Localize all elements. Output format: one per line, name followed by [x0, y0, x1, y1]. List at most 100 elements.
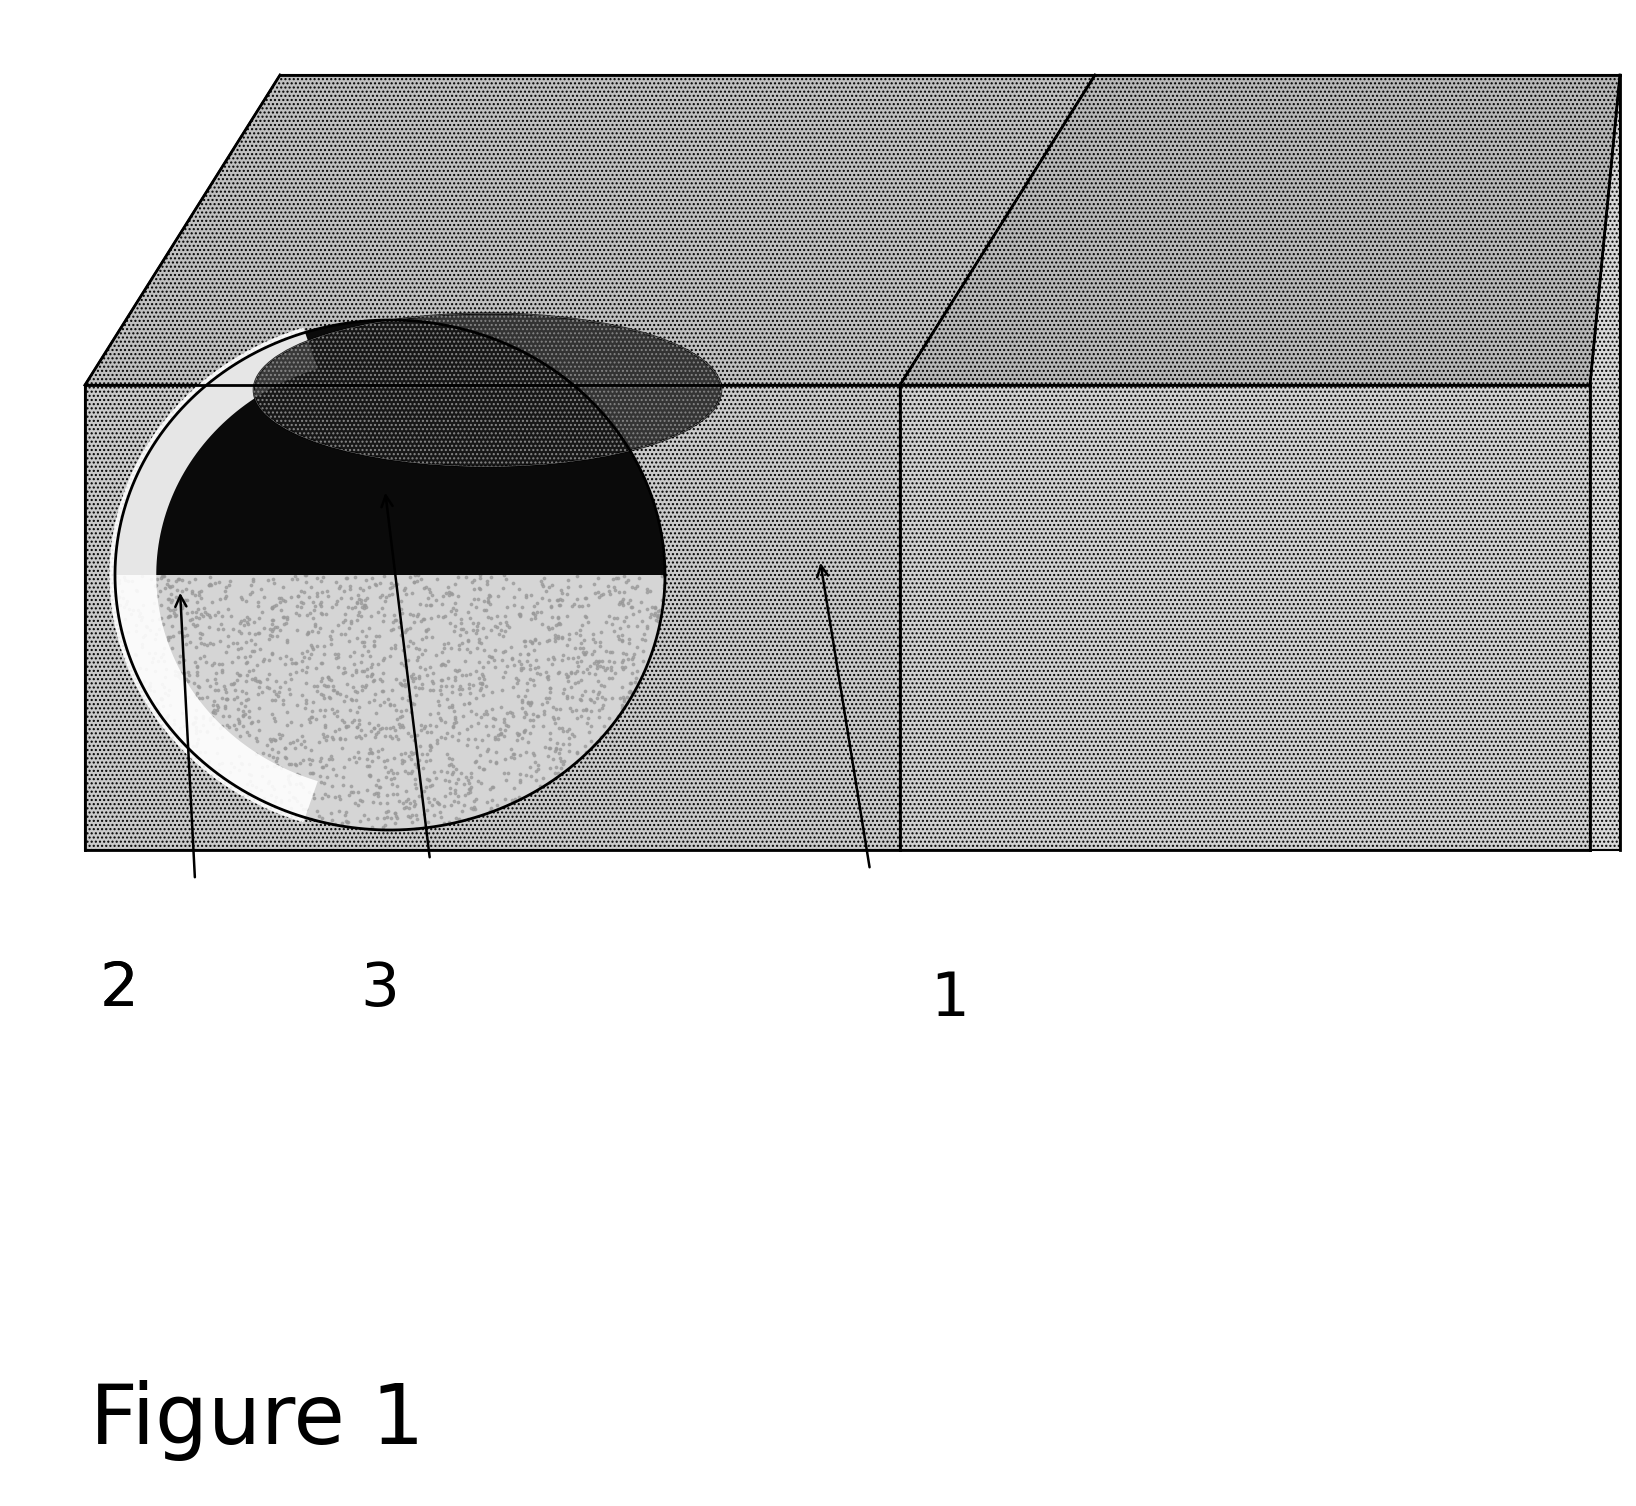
Point [291, 696, 317, 720]
Point [106, 586, 133, 610]
Point [440, 755, 466, 779]
Point [424, 604, 450, 628]
Point [219, 631, 245, 655]
Point [227, 620, 254, 645]
Point [347, 789, 373, 813]
Point [224, 697, 250, 721]
Point [339, 688, 365, 712]
Point [162, 664, 188, 688]
Point [326, 655, 352, 679]
Point [573, 733, 599, 758]
Point [258, 595, 285, 619]
Point [470, 758, 496, 782]
Point [227, 724, 254, 748]
Point [308, 697, 334, 721]
Point [622, 670, 648, 694]
Point [345, 792, 371, 816]
Point [625, 636, 651, 660]
Point [360, 630, 386, 654]
Point [245, 709, 272, 733]
Point [147, 580, 173, 604]
Point [204, 617, 231, 642]
Point [456, 691, 483, 715]
Point [569, 684, 596, 708]
Point [327, 574, 353, 598]
Point [389, 750, 416, 774]
Point [591, 675, 617, 699]
Point [214, 687, 240, 711]
Point [370, 679, 396, 703]
Point [404, 648, 430, 672]
Point [468, 631, 494, 655]
Point [474, 605, 501, 630]
Point [412, 617, 438, 642]
Point [352, 630, 378, 654]
Point [371, 646, 398, 670]
Point [286, 750, 312, 774]
Point [288, 595, 314, 619]
Point [124, 598, 151, 622]
Point [224, 669, 250, 693]
Point [258, 702, 285, 726]
Point [139, 651, 165, 675]
Point [463, 619, 489, 643]
Point [162, 569, 188, 593]
Point [512, 628, 538, 652]
Point [188, 602, 214, 626]
Point [182, 709, 208, 733]
Point [316, 685, 342, 709]
Point [260, 642, 286, 666]
Point [371, 748, 398, 773]
Point [540, 616, 566, 640]
Point [378, 571, 404, 595]
Point [365, 782, 391, 806]
Point [211, 578, 237, 602]
Point [209, 652, 236, 676]
Point [437, 751, 463, 776]
Point [488, 694, 514, 718]
Point [154, 572, 180, 596]
Point [363, 806, 389, 830]
Point [450, 703, 476, 727]
Point [442, 614, 468, 639]
Point [517, 607, 543, 631]
Point [234, 720, 260, 744]
Point [393, 655, 419, 679]
Point [455, 637, 481, 661]
Point [236, 607, 262, 631]
Point [211, 586, 237, 610]
Point [581, 733, 607, 758]
Point [322, 812, 348, 836]
Point [314, 723, 340, 747]
Point [234, 604, 260, 628]
Point [401, 631, 427, 655]
Point [206, 586, 232, 610]
Point [165, 660, 191, 684]
Point [173, 687, 200, 711]
Point [599, 658, 625, 682]
Point [229, 587, 255, 611]
Point [358, 661, 384, 685]
Point [558, 660, 584, 684]
Point [512, 705, 538, 729]
Point [612, 687, 638, 711]
Point [384, 761, 411, 785]
Point [383, 724, 409, 748]
Point [299, 782, 326, 806]
Point [466, 626, 492, 651]
Point [438, 581, 465, 605]
Point [525, 758, 551, 782]
Point [231, 703, 257, 727]
Point [455, 628, 481, 652]
Point [348, 651, 375, 675]
Point [270, 575, 296, 599]
Point [330, 690, 357, 714]
Point [458, 569, 484, 593]
Point [556, 626, 582, 651]
Point [574, 706, 600, 730]
Point [406, 664, 432, 688]
Point [258, 611, 285, 636]
Point [298, 642, 324, 666]
Point [290, 682, 316, 706]
Point [250, 584, 276, 608]
